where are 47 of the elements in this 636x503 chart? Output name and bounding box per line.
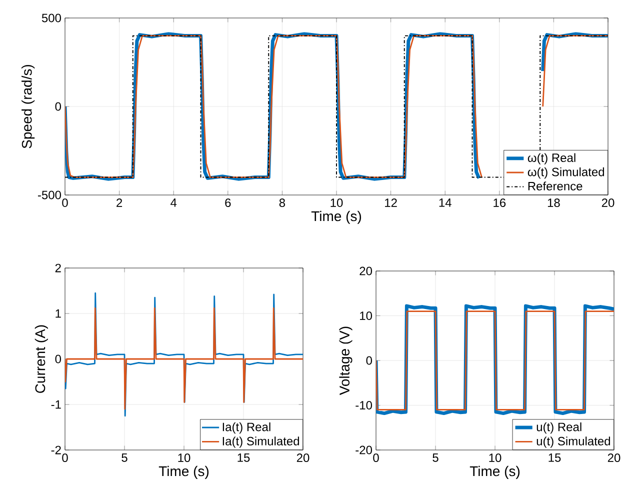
- y-tick-label: 20: [360, 266, 372, 276]
- legend-label: ω(t) Simulated: [528, 167, 604, 179]
- y-axis-title: Current (A): [34, 325, 48, 393]
- x-tick-label: 15: [548, 454, 561, 462]
- x-tick-label: 14: [439, 198, 452, 207]
- x-tick-label: 10: [330, 198, 343, 208]
- x-tick-label: 4: [170, 198, 177, 207]
- y-axis-title: Speed (rad/s): [22, 64, 35, 148]
- x-tick-label: 20: [608, 454, 620, 462]
- x-tick-label: 8: [279, 198, 286, 208]
- x-axis-title: Time (s): [158, 466, 209, 479]
- y-tick-label: 0: [366, 356, 372, 365]
- y-tick-label: -20: [356, 446, 372, 454]
- legend-label: ω(t) Real: [528, 153, 576, 164]
- y-tick-label: 0: [55, 354, 62, 364]
- x-tick-label: 0: [62, 198, 68, 208]
- y-tick-label: -2: [51, 446, 61, 454]
- x-tick-label: 20: [296, 454, 310, 462]
- x-tick-label: 12: [385, 198, 397, 207]
- x-tick-label: 5: [432, 454, 438, 462]
- x-tick-label: 5: [122, 454, 128, 462]
- y-tick-label: 500: [42, 14, 61, 22]
- legend-label: Ia(t) Simulated: [222, 436, 300, 448]
- x-tick-label: 10: [489, 454, 502, 462]
- legend-label: u(t) Simulated: [536, 436, 610, 448]
- x-tick-label: 0: [373, 454, 379, 462]
- x-tick-label: 16: [494, 198, 506, 208]
- y-tick-label: -500: [38, 190, 61, 200]
- legend-label: Ia(t) Real: [222, 422, 270, 434]
- x-axis-title: Time (s): [311, 210, 362, 224]
- legend-label: Reference: [528, 182, 582, 190]
- y-tick-label: 1: [56, 309, 61, 318]
- x-axis-title: Time (s): [470, 466, 520, 479]
- y-tick-label: 10: [360, 312, 372, 320]
- x-tick-label: 18: [548, 198, 560, 208]
- y-axis-title: Voltage (V): [339, 326, 352, 396]
- x-tick-label: 2: [116, 198, 122, 207]
- y-tick-label: -1: [51, 400, 61, 409]
- x-tick-label: 15: [238, 454, 250, 462]
- x-tick-label: 6: [225, 198, 231, 208]
- y-tick-label: 0: [55, 102, 62, 111]
- y-tick-label: -10: [356, 401, 372, 410]
- legend-label: u(t) Real: [536, 422, 582, 434]
- y-tick-label: 2: [55, 264, 61, 272]
- x-tick-label: 10: [178, 454, 190, 462]
- x-tick-label: 20: [602, 198, 614, 208]
- x-tick-label: 0: [62, 454, 68, 462]
